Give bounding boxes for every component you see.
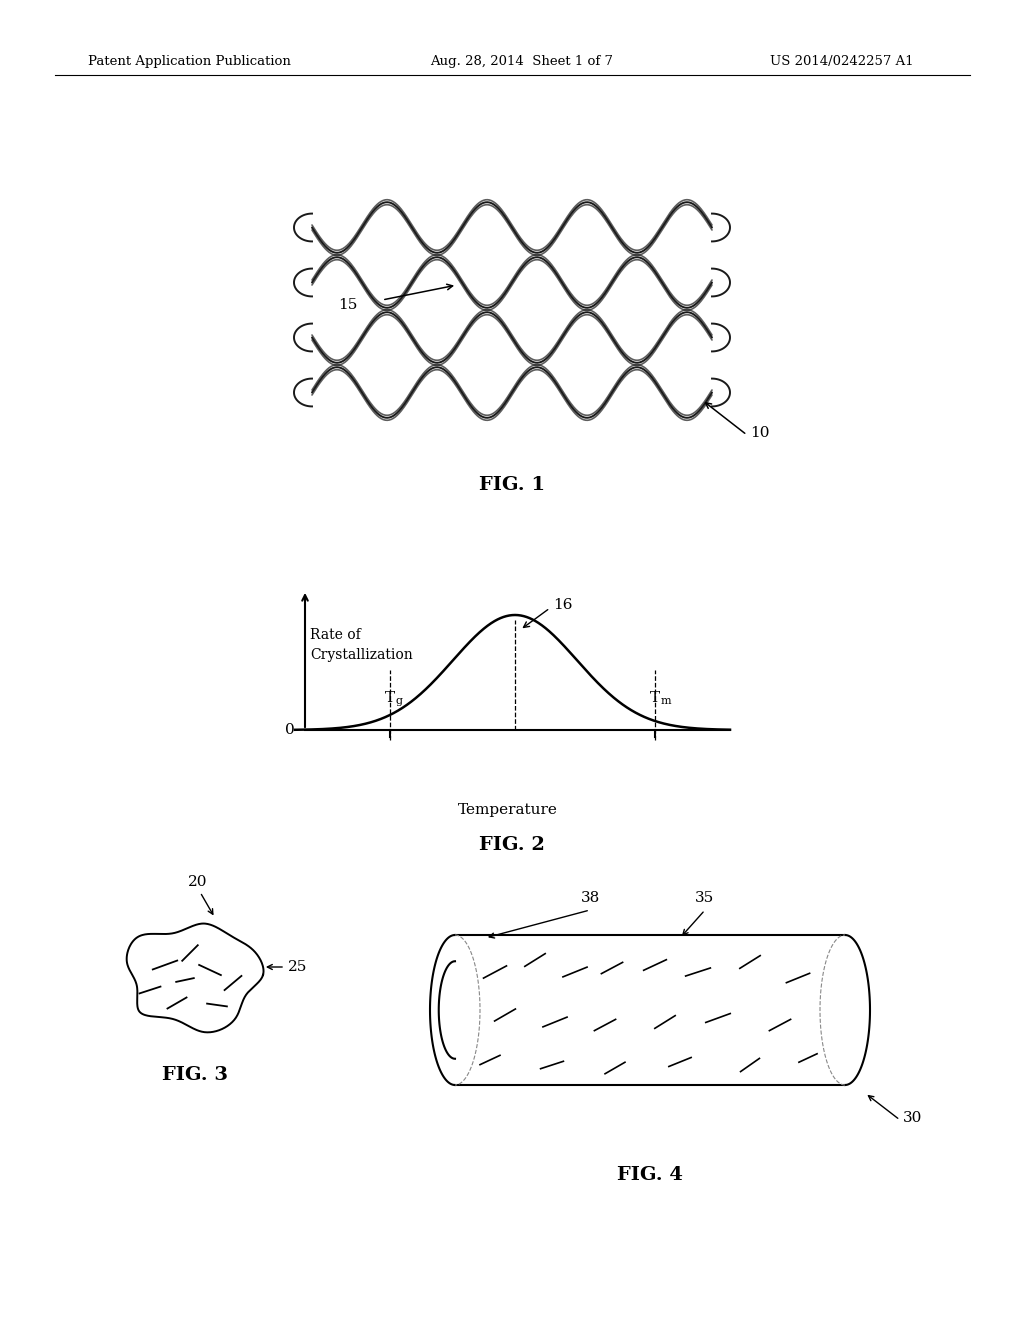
Text: US 2014/0242257 A1: US 2014/0242257 A1 bbox=[770, 55, 913, 69]
Text: FIG. 2: FIG. 2 bbox=[479, 836, 545, 854]
Text: T: T bbox=[650, 690, 660, 705]
Text: 16: 16 bbox=[553, 598, 572, 612]
Text: Crystallization: Crystallization bbox=[310, 648, 413, 663]
Text: 35: 35 bbox=[695, 891, 715, 906]
Text: FIG. 1: FIG. 1 bbox=[479, 477, 545, 494]
Text: 10: 10 bbox=[750, 426, 769, 440]
Text: 20: 20 bbox=[188, 875, 208, 888]
Text: 0: 0 bbox=[286, 723, 295, 737]
Text: Patent Application Publication: Patent Application Publication bbox=[88, 55, 291, 69]
Text: g: g bbox=[396, 696, 403, 706]
Text: 15: 15 bbox=[338, 298, 357, 312]
Text: 30: 30 bbox=[903, 1111, 923, 1125]
Text: Temperature: Temperature bbox=[458, 803, 557, 817]
Text: T: T bbox=[385, 690, 395, 705]
Text: FIG. 3: FIG. 3 bbox=[162, 1067, 228, 1084]
Text: 38: 38 bbox=[581, 891, 600, 906]
Text: m: m bbox=[662, 696, 672, 706]
Text: 25: 25 bbox=[288, 960, 307, 974]
Text: Rate of: Rate of bbox=[310, 628, 360, 642]
Text: Aug. 28, 2014  Sheet 1 of 7: Aug. 28, 2014 Sheet 1 of 7 bbox=[430, 55, 613, 69]
Text: FIG. 4: FIG. 4 bbox=[617, 1166, 683, 1184]
